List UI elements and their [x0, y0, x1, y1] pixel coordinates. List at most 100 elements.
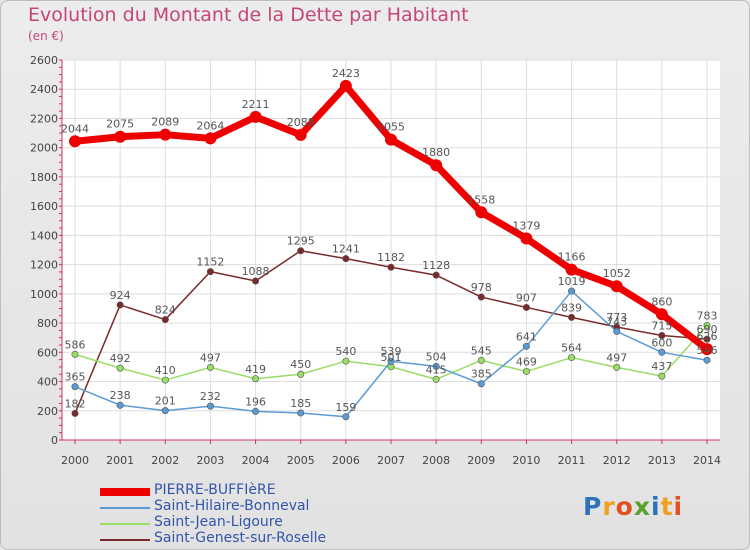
data-point	[342, 413, 350, 421]
data-label: 564	[561, 342, 582, 355]
data-label: 1880	[422, 146, 450, 159]
data-label: 497	[200, 351, 221, 364]
data-point	[568, 313, 576, 321]
data-label: 824	[155, 304, 176, 317]
data-point	[568, 354, 576, 362]
data-label: 839	[561, 301, 582, 314]
data-label: 743	[606, 315, 627, 328]
y-tick-label: 800	[37, 317, 58, 330]
data-point	[613, 363, 621, 371]
y-tick-label: 0	[51, 434, 58, 447]
data-point	[252, 277, 260, 285]
data-point	[297, 247, 305, 255]
data-point	[161, 407, 169, 415]
data-label: 182	[65, 397, 86, 410]
x-tick-label: 2014	[693, 454, 721, 467]
data-label: 410	[155, 364, 176, 377]
data-label: 1166	[558, 251, 586, 264]
data-point	[430, 159, 443, 172]
data-point	[477, 356, 485, 364]
x-tick-label: 2003	[196, 454, 224, 467]
data-point	[252, 407, 260, 415]
data-label: 365	[65, 371, 86, 384]
data-point	[610, 280, 623, 293]
data-point	[432, 362, 440, 370]
data-label: 540	[335, 345, 356, 358]
data-point	[161, 376, 169, 384]
data-label: 1182	[377, 251, 405, 264]
data-label: 539	[381, 345, 402, 358]
data-point	[522, 342, 530, 350]
data-point	[432, 271, 440, 279]
data-label: 978	[471, 281, 492, 294]
data-label: 907	[516, 291, 537, 304]
x-tick-label: 2013	[648, 454, 676, 467]
data-point	[339, 79, 352, 92]
data-point	[703, 356, 711, 364]
legend-swatch	[100, 539, 150, 541]
data-point	[613, 327, 621, 335]
data-label: 924	[110, 289, 131, 302]
logo-letter: P	[583, 492, 603, 521]
data-point	[206, 402, 214, 410]
data-label: 783	[697, 310, 718, 323]
data-label: 641	[516, 330, 537, 343]
data-point	[116, 364, 124, 372]
y-tick-label: 200	[37, 405, 58, 418]
logo-letter: x	[633, 492, 651, 521]
data-point	[387, 263, 395, 271]
data-point	[252, 375, 260, 383]
legend-label: Saint-Hilaire-Bonneval	[154, 498, 310, 514]
x-tick-label: 2010	[512, 454, 540, 467]
logo-letter: i	[651, 492, 661, 521]
data-point	[658, 331, 666, 339]
data-point	[204, 132, 217, 145]
data-label: 385	[471, 368, 492, 381]
logo-letter: i	[673, 492, 684, 521]
data-label: 504	[426, 350, 447, 363]
data-label: 232	[200, 390, 221, 403]
y-tick-label: 2000	[30, 142, 58, 155]
data-label: 492	[110, 352, 131, 365]
y-tick-label: 400	[37, 376, 58, 389]
data-point	[342, 255, 350, 263]
proxiti-logo: Proxiti	[583, 492, 683, 521]
data-label: 238	[110, 389, 131, 402]
data-point	[522, 367, 530, 375]
data-label: 437	[651, 360, 672, 373]
data-label: 2055	[377, 121, 405, 134]
logo-letter: o	[615, 492, 634, 521]
chart-subtitle: (en €)	[28, 29, 64, 43]
y-tick-label: 1000	[30, 288, 58, 301]
data-label: 626	[697, 330, 718, 343]
data-point	[477, 380, 485, 388]
data-label: 196	[245, 395, 266, 408]
x-tick-label: 2002	[151, 454, 179, 467]
data-point	[520, 232, 533, 245]
data-point	[342, 357, 350, 365]
data-point	[475, 206, 488, 219]
x-tick-label: 2001	[106, 454, 134, 467]
data-point	[249, 110, 262, 123]
data-label: 1241	[332, 243, 360, 256]
data-label: 419	[245, 363, 266, 376]
data-point	[116, 401, 124, 409]
y-tick-label: 1200	[30, 259, 58, 272]
y-tick-label: 1800	[30, 171, 58, 184]
legend-label: Saint-Genest-sur-Roselle	[154, 530, 327, 546]
data-point	[385, 133, 397, 146]
data-label: 1152	[196, 256, 224, 269]
x-tick-label: 2012	[603, 454, 631, 467]
data-label: 690	[697, 323, 718, 336]
data-label: 2423	[332, 67, 360, 80]
legend-swatch	[100, 507, 150, 509]
data-point	[71, 383, 79, 391]
data-label: 1128	[422, 259, 450, 272]
y-tick-label: 2200	[30, 112, 58, 125]
data-point	[297, 370, 305, 378]
y-tick-label: 2600	[30, 54, 58, 67]
legend-swatch	[100, 523, 150, 525]
data-label: 860	[651, 295, 672, 308]
x-tick-label: 2009	[467, 454, 495, 467]
